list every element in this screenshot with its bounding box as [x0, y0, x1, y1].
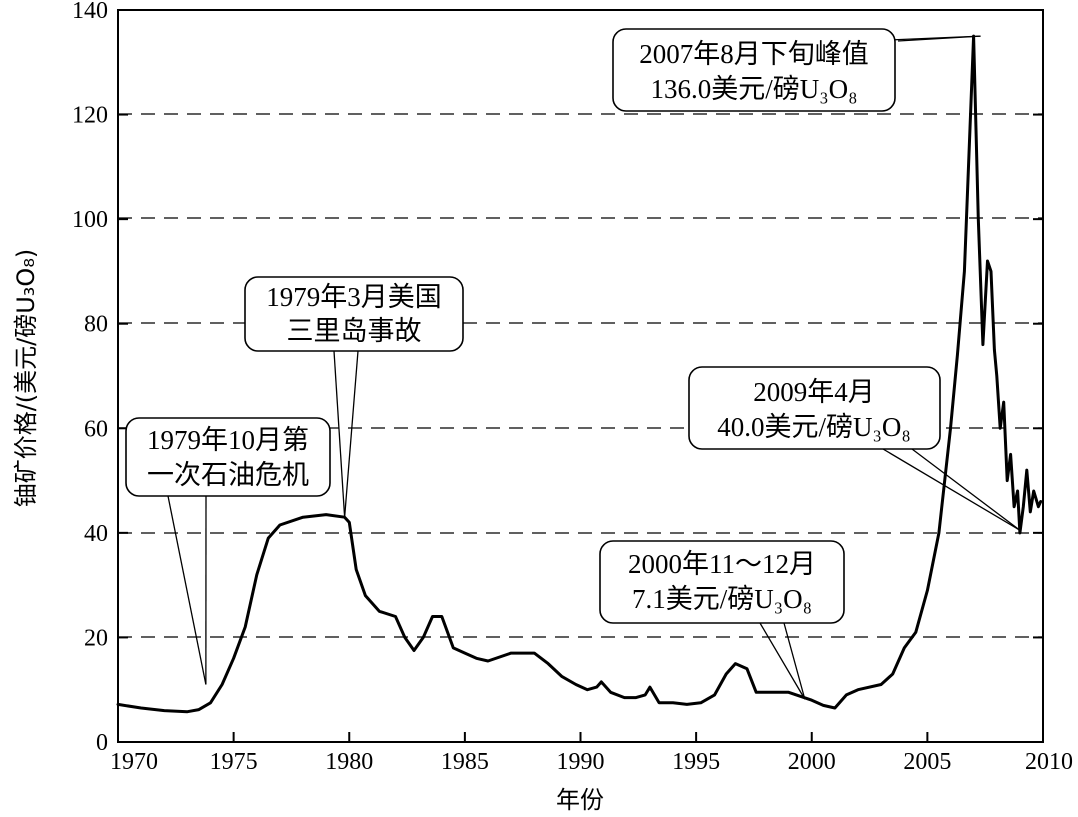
- y-tick-label: 120: [72, 103, 108, 129]
- annotation-2009-april: 2009年4月 40.0美元/磅U₃O₈: [688, 366, 941, 450]
- annotation-line: 2000年11～12月: [628, 549, 816, 579]
- annotation-oil-crisis: 1979年10月第 一次石油危机: [125, 417, 331, 497]
- y-tick-label: 0: [96, 730, 108, 756]
- y-tick-label: 20: [84, 625, 108, 651]
- annotation-peak-2007: 2007年8月下旬峰值 136.0美元/磅U₃O₈: [612, 28, 896, 112]
- annotation-line: 2009年4月: [753, 377, 875, 407]
- annotation-line: 1979年10月第: [147, 425, 309, 455]
- annotation-leader: [783, 622, 806, 700]
- x-tick-label: 2005: [903, 749, 951, 775]
- y-tick-label: 80: [84, 312, 108, 338]
- annotation-leader: [897, 35, 981, 42]
- annotation-line: 三里岛事故: [287, 316, 422, 346]
- x-tick-label: 1975: [210, 749, 258, 775]
- annotation-line: 136.0美元/磅U₃O₈: [650, 74, 857, 104]
- annotation-leaders: [167, 35, 1021, 700]
- x-tick-label: 2000: [788, 749, 836, 775]
- annotation-leader: [759, 622, 806, 700]
- x-axis-ticks: 1970 1975 1980 1985 1990 1995 2000 2005 2010: [110, 732, 1073, 775]
- x-tick-label: 1970: [110, 749, 158, 775]
- annotation-2000-low: 2000年11～12月 7.1美元/磅U₃O₈: [599, 540, 845, 624]
- x-tick-label: 1980: [325, 749, 373, 775]
- y-axis-title: 铀矿价格/(美元/磅U₃O₈): [12, 249, 40, 508]
- annotation-box: [125, 417, 331, 497]
- annotation-box: [599, 540, 845, 624]
- annotation-leader: [882, 448, 1021, 531]
- annotation-leader: [911, 448, 1021, 531]
- x-tick-label: 1985: [441, 749, 489, 775]
- y-tick-label: 60: [84, 416, 108, 442]
- annotation-box: [688, 366, 941, 450]
- y-tick-label: 100: [72, 207, 108, 233]
- annotation-leader: [343, 350, 359, 518]
- annotation-line: 一次石油危机: [147, 460, 309, 490]
- price-series-line: [116, 34, 1043, 714]
- annotation-leader: [333, 350, 346, 518]
- x-axis-title: 年份: [556, 786, 604, 814]
- annotation-line: 1979年3月美国: [266, 282, 442, 312]
- y-tick-label: 140: [72, 0, 108, 24]
- x-tick-label: 1990: [557, 749, 605, 775]
- x-tick-label: 2010: [1025, 749, 1073, 775]
- x-tick-label: 1995: [672, 749, 720, 775]
- annotation-three-mile-island: 1979年3月美国 三里岛事故: [244, 276, 464, 352]
- annotation-box: [244, 276, 464, 352]
- y-axis-ticks: 0 20 40 60 80 100 120 140: [72, 0, 1043, 756]
- plot-frame: [117, 9, 1044, 743]
- annotation-leader: [167, 495, 207, 685]
- annotation-box: [612, 28, 896, 112]
- y-tick-label: 40: [84, 521, 108, 547]
- annotation-line: 40.0美元/磅U₃O₈: [717, 412, 911, 442]
- annotation-line: 2007年8月下旬峰值: [639, 39, 869, 69]
- annotation-line: 7.1美元/磅U₃O₈: [632, 584, 812, 614]
